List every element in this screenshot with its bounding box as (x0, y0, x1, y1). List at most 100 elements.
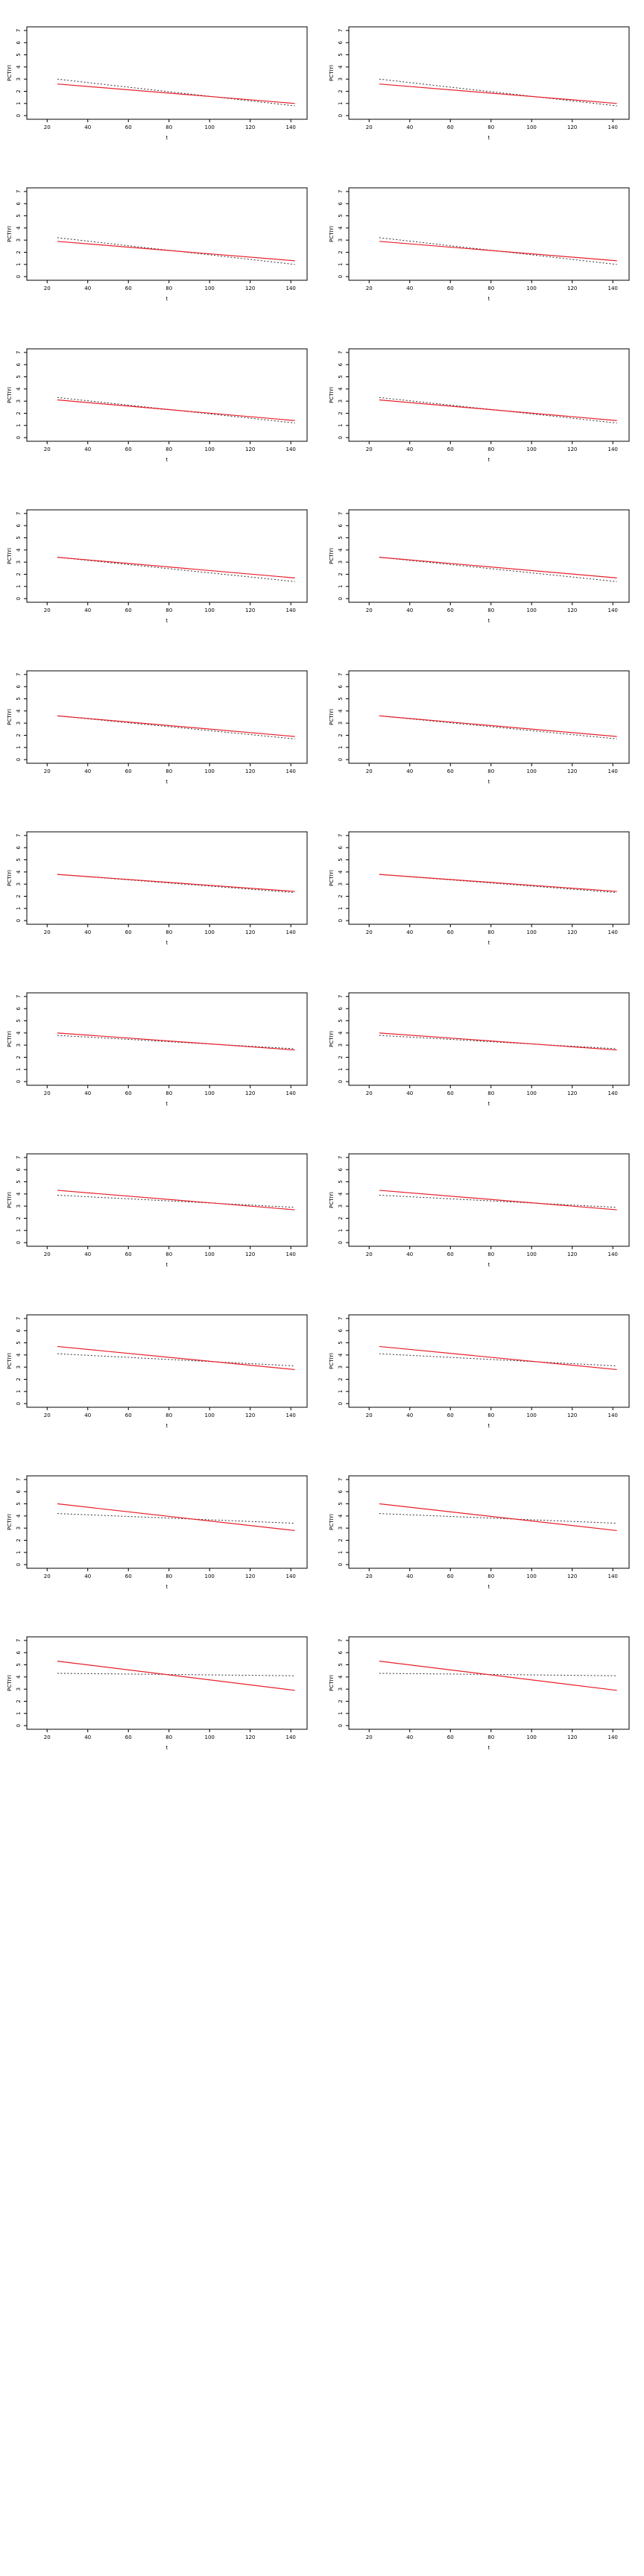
fitted-line (57, 83, 295, 104)
plot-svg: 20 40 60 80 100 120 140 0 1 2 3 4 5 6 7 t PCTIYI (329, 1153, 630, 1268)
x-tick-label: 40 (84, 1251, 91, 1257)
x-tick-label: 80 (487, 768, 494, 774)
plot-frame (26, 26, 308, 120)
y-tick-label: 3 (338, 883, 344, 886)
x-axis-label: t (488, 940, 490, 946)
y-axis-label: PCTIYI (7, 65, 13, 81)
y-tick-label: 3 (338, 78, 344, 80)
x-tick-label: 140 (286, 768, 296, 774)
y-tick-label: 4 (338, 1192, 344, 1196)
x-axis-label: t (488, 618, 490, 624)
x-tick-label: 40 (406, 446, 413, 452)
x-tick-label: 20 (366, 1412, 373, 1418)
x-tick-label: 40 (84, 1090, 91, 1096)
y-tick-label: 7 (338, 1317, 344, 1320)
x-tick-label: 40 (84, 124, 91, 130)
plot-svg: 20 40 60 80 100 120 140 0 1 2 3 4 5 6 7 t PCTIYI (329, 670, 630, 785)
y-tick-label: 5 (338, 536, 344, 539)
x-tick-label: 60 (447, 1412, 454, 1418)
y-tick-label: 4 (16, 1675, 22, 1679)
x-tick-label: 80 (487, 1734, 494, 1740)
y-tick-label: 0 (338, 919, 344, 922)
x-tick-label: 100 (527, 607, 537, 613)
fitted-line (57, 1345, 295, 1371)
y-tick-label: 4 (16, 1514, 22, 1518)
fitted-line (379, 715, 617, 737)
y-tick-label: 7 (338, 351, 344, 354)
y-tick-label: 0 (16, 436, 22, 439)
y-axis-label: PCTIYI (7, 226, 13, 242)
x-tick-label: 60 (125, 929, 132, 935)
x-tick-label: 120 (245, 446, 255, 452)
x-tick-label: 140 (286, 446, 296, 452)
x-tick-label: 140 (608, 607, 618, 613)
y-axis-label: PCTIYI (7, 709, 13, 725)
x-tick-label: 80 (487, 124, 494, 130)
y-tick-label: 5 (16, 858, 22, 861)
observed-line (379, 874, 617, 894)
y-tick-label: 4 (338, 1675, 344, 1679)
y-tick-label: 5 (16, 1663, 22, 1666)
y-tick-label: 3 (338, 1688, 344, 1690)
y-tick-label: 5 (338, 214, 344, 217)
x-tick-label: 120 (567, 1412, 577, 1418)
x-tick-label: 120 (567, 607, 577, 613)
y-tick-label: 2 (338, 1377, 344, 1380)
x-tick-label: 40 (84, 1573, 91, 1579)
x-tick-label: 120 (245, 768, 255, 774)
y-tick-label: 1 (338, 1551, 344, 1554)
y-tick-label: 0 (16, 275, 22, 278)
x-tick-label: 120 (245, 1251, 255, 1257)
y-tick-label: 6 (338, 1328, 344, 1332)
plot-frame (26, 509, 308, 603)
x-tick-label: 100 (527, 768, 537, 774)
y-tick-label: 4 (338, 1031, 344, 1035)
x-tick-label: 40 (84, 285, 91, 291)
x-tick-label: 60 (447, 124, 454, 130)
plot-frame (26, 348, 308, 442)
x-tick-label: 100 (527, 1734, 537, 1740)
y-tick-label: 7 (338, 1156, 344, 1159)
x-tick-label: 80 (487, 1412, 494, 1418)
x-axis-label: t (488, 457, 490, 463)
plot-panel: 20 40 60 80 100 120 140 0 1 2 3 4 5 6 7 t PCTIYI (0, 1610, 322, 1771)
x-tick-label: 20 (44, 1734, 51, 1740)
y-axis-label: PCTIYI (329, 1514, 335, 1530)
x-tick-label: 60 (447, 1573, 454, 1579)
y-tick-label: 5 (338, 1019, 344, 1022)
y-tick-label: 3 (16, 1688, 22, 1690)
y-tick-label: 7 (338, 1639, 344, 1642)
y-tick-label: 5 (16, 53, 22, 56)
x-tick-label: 140 (608, 768, 618, 774)
y-tick-label: 3 (16, 883, 22, 886)
y-tick-label: 1 (338, 424, 344, 427)
x-tick-label: 40 (406, 1251, 413, 1257)
x-axis-label: t (488, 1423, 490, 1429)
y-tick-label: 6 (16, 523, 22, 527)
y-tick-label: 0 (16, 1080, 22, 1083)
x-tick-label: 40 (406, 607, 413, 613)
y-tick-label: 7 (338, 673, 344, 676)
x-tick-label: 20 (366, 124, 373, 130)
plot-frame (348, 1314, 630, 1408)
fitted-line (379, 1661, 617, 1691)
observed-line (57, 1194, 295, 1208)
y-tick-label: 6 (338, 201, 344, 205)
x-tick-label: 120 (245, 929, 255, 935)
plot-panel: 20 40 60 80 100 120 140 0 1 2 3 4 5 6 7 t PCTIYI (0, 483, 322, 644)
fitted-line (379, 399, 617, 421)
x-tick-label: 20 (366, 929, 373, 935)
y-tick-label: 2 (338, 733, 344, 736)
y-tick-label: 0 (16, 1724, 22, 1727)
plot-panel: 20 40 60 80 100 120 140 0 1 2 3 4 5 6 7 t PCTIYI (322, 805, 644, 966)
x-tick-label: 60 (447, 1734, 454, 1740)
y-tick-label: 3 (338, 1527, 344, 1530)
x-tick-label: 40 (406, 929, 413, 935)
x-tick-label: 140 (286, 1573, 296, 1579)
y-tick-label: 2 (338, 1055, 344, 1058)
x-axis-label: t (488, 779, 490, 785)
plot-panel: 20 40 60 80 100 120 140 0 1 2 3 4 5 6 7 t PCTIYI (0, 322, 322, 483)
plot-frame (348, 1636, 630, 1730)
x-tick-label: 120 (245, 607, 255, 613)
y-tick-label: 7 (338, 995, 344, 998)
